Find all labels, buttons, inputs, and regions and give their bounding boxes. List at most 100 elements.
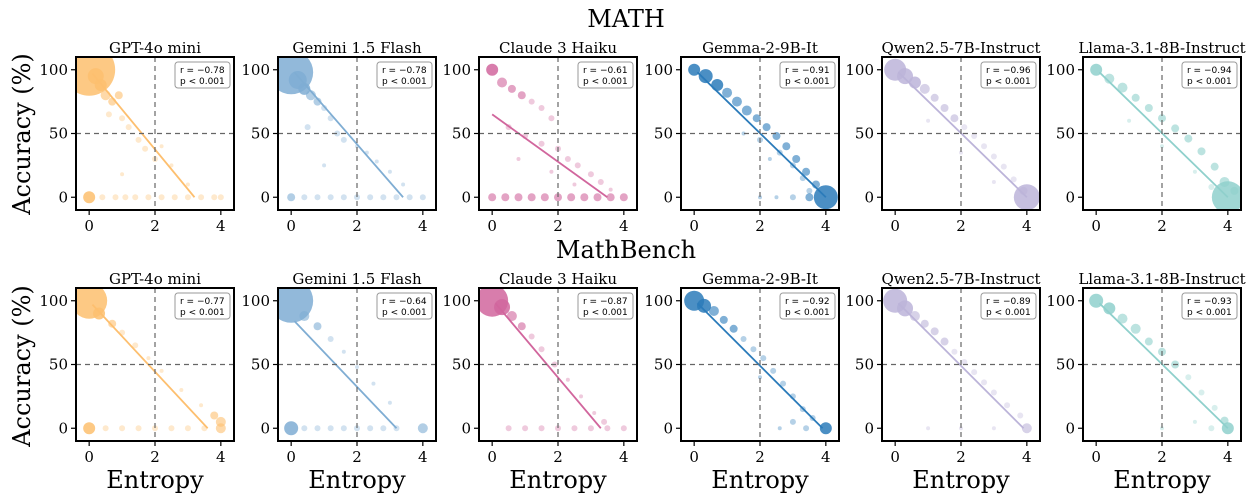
data-point: [100, 90, 111, 101]
data-point: [780, 380, 787, 387]
data-point: [711, 79, 724, 92]
data-point: [554, 193, 562, 202]
regression-line: [1098, 71, 1229, 198]
stats-box: [577, 292, 634, 320]
data-point: [930, 327, 939, 336]
data-point: [327, 194, 334, 201]
data-point: [959, 150, 963, 155]
data-point: [919, 83, 930, 94]
panel-title: Gemma-2-9B-It: [702, 39, 818, 57]
y-tick-label: 0: [663, 419, 673, 437]
panel-7: GPT-4o mini r = −0.77p < 0.001 0 2 4 0 50 100 En…: [39, 270, 235, 494]
y-tick-label: 100: [845, 61, 874, 79]
regression-line: [293, 320, 398, 429]
data-point: [1103, 302, 1116, 315]
data-point: [991, 426, 996, 431]
data-point: [538, 425, 545, 432]
data-point: [217, 194, 224, 201]
data-point: [1192, 419, 1197, 424]
stat-r-label: r = −0.96: [986, 66, 1031, 76]
stat-r-label: r = −0.91: [785, 66, 830, 76]
data-point: [750, 346, 757, 353]
data-point: [327, 425, 334, 432]
y-tick-label: 50: [251, 356, 270, 374]
data-point: [774, 195, 779, 200]
data-point: [940, 337, 949, 346]
stat-p-label: p < 0.001: [583, 77, 628, 87]
data-point: [102, 425, 109, 432]
x-tick-label: 4: [418, 217, 428, 235]
x-axis-label: Entropy: [1113, 466, 1211, 494]
data-point: [548, 115, 555, 122]
data-point: [802, 167, 811, 176]
data-point: [145, 194, 152, 201]
data-point: [215, 423, 226, 434]
data-point: [313, 322, 322, 331]
data-point: [497, 77, 508, 88]
x-tick-label: 0: [1091, 448, 1101, 466]
data-point: [1127, 118, 1132, 123]
x-tick-label: 0: [890, 448, 900, 466]
y-axis-label-bottom: Accuracy (%): [8, 285, 36, 448]
data-point: [380, 425, 387, 432]
data-point: [619, 193, 628, 202]
data-point: [401, 182, 406, 187]
data-point: [538, 140, 545, 147]
data-point: [417, 423, 428, 434]
data-point: [592, 410, 597, 415]
data-point: [593, 193, 602, 202]
data-point: [930, 93, 939, 102]
data-point: [741, 105, 752, 116]
data-point: [99, 194, 106, 201]
y-tick-label: 50: [49, 356, 68, 374]
data-point: [908, 76, 921, 89]
x-tick-label: 4: [821, 448, 831, 466]
data-point: [159, 368, 164, 373]
data-point: [555, 425, 561, 432]
data-point: [314, 194, 321, 201]
regression-line: [91, 303, 209, 429]
data-point: [198, 194, 205, 201]
data-point: [731, 96, 742, 107]
data-point: [108, 319, 117, 328]
x-tick-label: 0: [487, 448, 497, 466]
data-point: [120, 172, 125, 177]
x-tick-label: 4: [1223, 448, 1233, 466]
data-point: [1197, 147, 1206, 156]
y-tick-label: 0: [461, 419, 471, 437]
data-point: [494, 299, 511, 316]
row-title-math: MATH: [587, 5, 665, 33]
data-point: [299, 311, 310, 322]
data-point: [171, 194, 178, 201]
data-point: [549, 169, 554, 174]
y-tick-label: 100: [442, 292, 471, 310]
data-point: [1004, 402, 1011, 409]
data-point: [991, 179, 996, 184]
x-tick-label: 4: [619, 448, 629, 466]
panel-title: Gemma-2-9B-It: [702, 270, 818, 288]
points-group: [884, 58, 1040, 210]
y-tick-label: 100: [241, 61, 270, 79]
data-point: [119, 425, 126, 432]
data-point: [961, 358, 968, 365]
regression-line: [897, 71, 1028, 198]
data-point: [517, 322, 526, 331]
panel-title: Llama-3.1-8B-Instruct: [1078, 270, 1245, 288]
data-point: [981, 379, 988, 386]
data-point: [1198, 389, 1205, 396]
data-point: [971, 369, 978, 376]
data-point: [597, 178, 604, 185]
data-point: [387, 169, 392, 174]
x-tick-label: 0: [84, 448, 94, 466]
panel-title: GPT-4o mini: [109, 39, 201, 57]
data-point: [1130, 323, 1141, 334]
data-point: [122, 194, 129, 201]
stat-r-label: r = −0.78: [382, 66, 427, 76]
data-point: [708, 305, 719, 316]
x-axis-label: Entropy: [711, 466, 809, 494]
stat-p-label: p < 0.001: [986, 77, 1031, 87]
data-point: [354, 425, 360, 432]
data-point: [767, 157, 772, 161]
data-point: [179, 388, 184, 392]
data-point: [574, 162, 581, 169]
